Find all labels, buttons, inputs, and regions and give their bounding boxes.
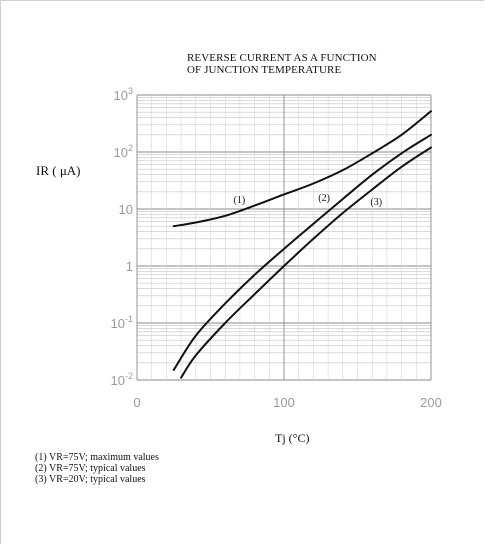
y-tick-label-3: 1 xyxy=(126,259,133,274)
x-axis-label: Tj (°C) xyxy=(275,431,310,445)
chart-title: REVERSE CURRENT AS A FUNCTION OF JUNCTIO… xyxy=(187,52,377,76)
y-axis-label: IR ( μA) xyxy=(36,163,81,178)
curve-label-1: (1) xyxy=(234,195,246,206)
legend: (1) VR=75V; maximum values (2) VR=75V; t… xyxy=(35,452,159,485)
x-tick-label-0: 0 xyxy=(133,395,140,410)
series-line-2 xyxy=(172,133,432,371)
y-tick-label-2: 10 xyxy=(119,202,133,217)
y-tick-label-0: 103 xyxy=(114,86,133,103)
curve-labels: (1) (2) (3) xyxy=(234,193,383,208)
curve-label-3: (3) xyxy=(370,197,382,208)
series-line-3 xyxy=(180,146,432,379)
legend-entry-3: (3) VR=20V; typical values xyxy=(35,474,146,485)
legend-entry-1: (1) VR=75V; maximum values xyxy=(35,452,159,463)
y-tick-label-5: 10-2 xyxy=(111,371,133,388)
series-line-1 xyxy=(172,110,432,228)
x-tick-label-2: 200 xyxy=(420,395,442,410)
curves xyxy=(172,110,432,379)
y-tick-label-4: 10-1 xyxy=(111,314,133,331)
chart-title-line-2: OF JUNCTION TEMPERATURE xyxy=(187,64,342,76)
y-tick-label-1: 102 xyxy=(114,143,133,160)
grid xyxy=(136,94,432,381)
chart-title-line-1: REVERSE CURRENT AS A FUNCTION xyxy=(187,52,377,64)
x-tick-label-1: 100 xyxy=(273,395,295,410)
legend-entry-2: (2) VR=75V; typical values xyxy=(35,463,146,474)
curve-label-2: (2) xyxy=(318,193,330,204)
